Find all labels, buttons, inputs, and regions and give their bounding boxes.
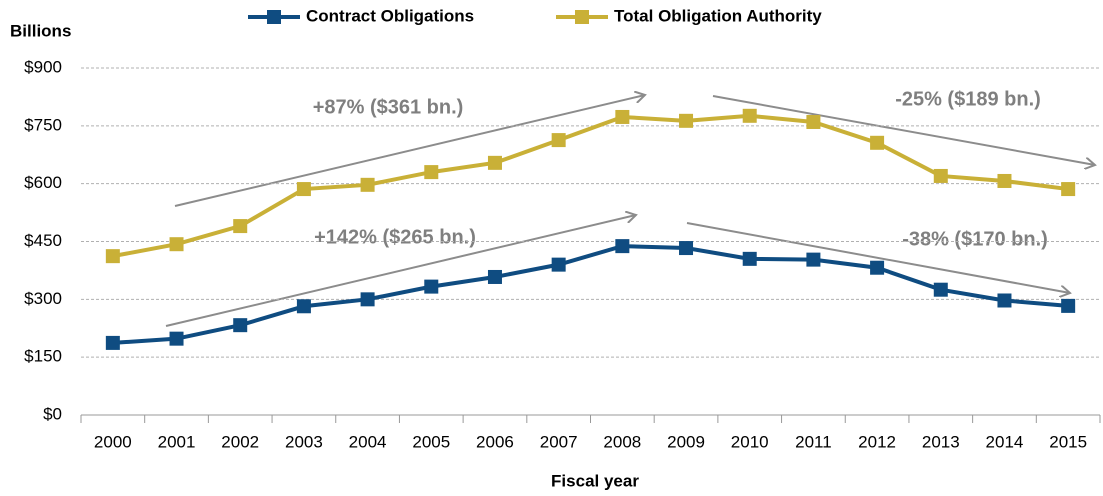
legend-marker bbox=[575, 10, 589, 24]
marker bbox=[997, 293, 1012, 308]
marker bbox=[360, 292, 375, 307]
marker bbox=[487, 269, 502, 284]
marker bbox=[487, 155, 502, 170]
marker bbox=[105, 335, 120, 350]
marker bbox=[233, 219, 248, 234]
marker bbox=[551, 133, 566, 148]
legend-label: Total Obligation Authority bbox=[614, 6, 822, 25]
marker bbox=[424, 165, 439, 180]
marker bbox=[933, 168, 948, 183]
marker bbox=[679, 113, 694, 128]
x-tick-label: 2010 bbox=[731, 432, 769, 451]
marker bbox=[997, 173, 1012, 188]
y-tick-label: $900 bbox=[24, 57, 62, 76]
marker bbox=[233, 318, 248, 333]
marker bbox=[679, 241, 694, 256]
y-tick-label: $300 bbox=[24, 289, 62, 308]
marker bbox=[806, 252, 821, 267]
y-tick-label: $150 bbox=[24, 347, 62, 366]
marker bbox=[742, 251, 757, 266]
annotation: -38% ($170 bn.) bbox=[902, 228, 1048, 250]
x-tick-label: 2006 bbox=[476, 432, 514, 451]
series-line bbox=[112, 113, 1069, 259]
arrow bbox=[712, 95, 1095, 165]
x-tick-label: 2007 bbox=[540, 432, 578, 451]
y-tick-label: $750 bbox=[24, 115, 62, 134]
y-tick-label: $600 bbox=[24, 173, 62, 192]
series-line bbox=[112, 244, 1069, 345]
y-tick-label: $0 bbox=[43, 404, 62, 423]
marker bbox=[360, 177, 375, 192]
x-tick-label: 2003 bbox=[285, 432, 323, 451]
x-tick-label: 2012 bbox=[858, 432, 896, 451]
marker bbox=[742, 108, 757, 123]
y-axis-title: Billions bbox=[10, 21, 71, 40]
marker bbox=[296, 182, 311, 197]
legend-label: Contract Obligations bbox=[306, 6, 474, 25]
marker bbox=[870, 135, 885, 150]
marker bbox=[424, 279, 439, 294]
arrow bbox=[174, 95, 645, 207]
x-tick-label: 2005 bbox=[412, 432, 450, 451]
x-tick-label: 2014 bbox=[986, 432, 1024, 451]
marker bbox=[169, 331, 184, 346]
marker bbox=[1061, 182, 1076, 197]
marker bbox=[615, 109, 630, 124]
annotation: -25% ($189 bn.) bbox=[895, 88, 1041, 110]
y-tick-label: $450 bbox=[24, 231, 62, 250]
x-tick-label: 2002 bbox=[221, 432, 259, 451]
marker bbox=[933, 282, 948, 297]
arrow bbox=[686, 222, 1070, 293]
x-tick-label: 2000 bbox=[94, 432, 132, 451]
x-tick-label: 2009 bbox=[667, 432, 705, 451]
arrow bbox=[165, 215, 636, 327]
x-tick-label: 2004 bbox=[349, 432, 387, 451]
annotation: +142% ($265 bn.) bbox=[314, 226, 476, 248]
marker bbox=[806, 114, 821, 129]
x-tick-label: 2001 bbox=[158, 432, 196, 451]
marker bbox=[169, 237, 184, 252]
marker bbox=[615, 239, 630, 254]
x-axis-title: Fiscal year bbox=[551, 471, 639, 490]
x-tick-label: 2008 bbox=[603, 432, 641, 451]
x-tick-label: 2013 bbox=[922, 432, 960, 451]
marker bbox=[551, 257, 566, 272]
legend-marker bbox=[267, 10, 281, 24]
marker bbox=[105, 249, 120, 264]
marker bbox=[870, 260, 885, 275]
x-tick-label: 2011 bbox=[795, 432, 832, 451]
annotation: +87% ($361 bn.) bbox=[313, 96, 464, 118]
x-tick-label: 2015 bbox=[1049, 432, 1087, 451]
marker bbox=[1061, 298, 1076, 313]
marker bbox=[296, 299, 311, 314]
